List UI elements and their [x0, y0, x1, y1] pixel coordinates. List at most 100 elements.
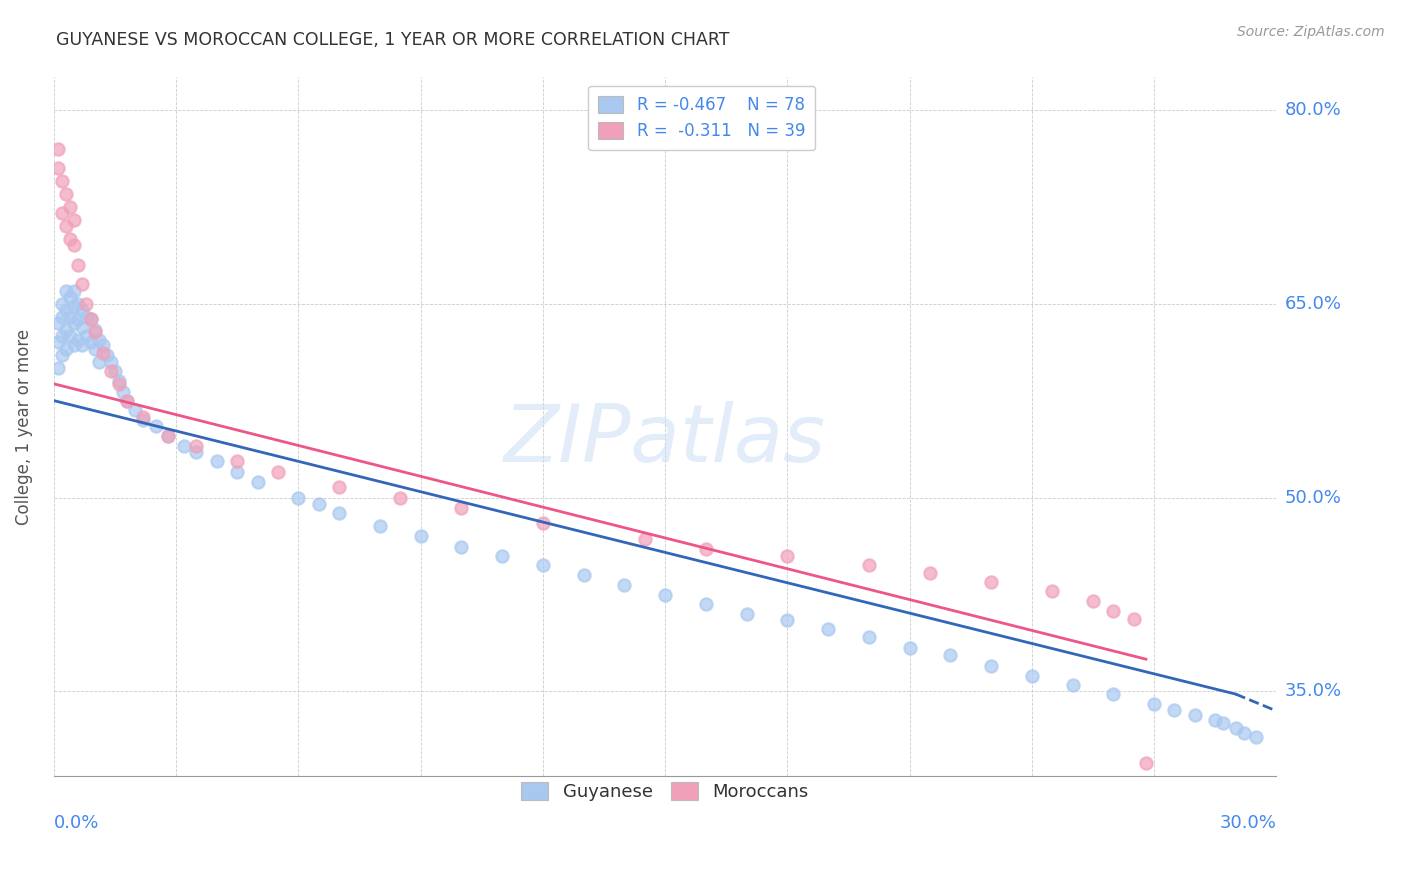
Point — [1102, 687, 1125, 701]
Point — [79, 335, 101, 350]
Point — [63, 316, 86, 330]
Point — [96, 348, 118, 362]
Point — [145, 419, 167, 434]
Point — [817, 623, 839, 637]
Point — [55, 284, 77, 298]
Point — [51, 348, 73, 362]
Point — [112, 384, 135, 399]
Point — [79, 312, 101, 326]
Point — [132, 410, 155, 425]
Point — [1135, 756, 1157, 770]
Point — [63, 299, 86, 313]
Point — [46, 161, 69, 175]
Point — [46, 361, 69, 376]
Point — [72, 277, 94, 292]
Point — [409, 529, 432, 543]
Point — [124, 402, 146, 417]
Point — [205, 454, 228, 468]
Point — [267, 465, 290, 479]
Point — [55, 303, 77, 318]
Point — [79, 312, 101, 326]
Point — [491, 549, 513, 563]
Point — [100, 364, 122, 378]
Point — [858, 558, 880, 572]
Text: 30.0%: 30.0% — [1219, 814, 1277, 832]
Point — [87, 333, 110, 347]
Point — [1244, 730, 1267, 744]
Point — [531, 558, 554, 572]
Point — [572, 568, 595, 582]
Point — [858, 630, 880, 644]
Text: 80.0%: 80.0% — [1285, 101, 1341, 119]
Point — [91, 346, 114, 360]
Point — [613, 578, 636, 592]
Point — [695, 597, 717, 611]
Point — [1163, 702, 1185, 716]
Point — [55, 186, 77, 201]
Point — [51, 206, 73, 220]
Point — [1122, 612, 1144, 626]
Point — [634, 532, 657, 546]
Point — [115, 393, 138, 408]
Point — [59, 232, 82, 246]
Point — [389, 491, 412, 505]
Point — [531, 516, 554, 531]
Point — [63, 338, 86, 352]
Point — [67, 333, 90, 347]
Point — [1062, 678, 1084, 692]
Point — [51, 174, 73, 188]
Point — [83, 342, 105, 356]
Point — [59, 200, 82, 214]
Point — [55, 322, 77, 336]
Point — [1212, 715, 1234, 730]
Point — [1040, 583, 1063, 598]
Point — [980, 574, 1002, 589]
Point — [173, 439, 195, 453]
Point — [59, 329, 82, 343]
Point — [156, 428, 179, 442]
Point — [287, 491, 309, 505]
Point — [368, 519, 391, 533]
Point — [776, 613, 799, 627]
Point — [63, 284, 86, 298]
Point — [87, 355, 110, 369]
Point — [46, 316, 69, 330]
Point — [46, 335, 69, 350]
Point — [1184, 707, 1206, 722]
Text: 65.0%: 65.0% — [1285, 294, 1341, 313]
Point — [108, 376, 131, 391]
Point — [939, 648, 962, 663]
Point — [226, 465, 249, 479]
Point — [735, 607, 758, 621]
Point — [75, 296, 97, 310]
Point — [1081, 594, 1104, 608]
Point — [450, 540, 472, 554]
Legend: Guyanese, Moroccans: Guyanese, Moroccans — [515, 774, 815, 808]
Point — [63, 212, 86, 227]
Point — [59, 310, 82, 324]
Point — [328, 480, 350, 494]
Point — [46, 142, 69, 156]
Point — [75, 329, 97, 343]
Point — [1143, 698, 1166, 712]
Point — [72, 320, 94, 334]
Point — [1021, 669, 1043, 683]
Point — [67, 296, 90, 310]
Point — [186, 439, 208, 453]
Point — [226, 454, 249, 468]
Point — [308, 497, 330, 511]
Text: 50.0%: 50.0% — [1285, 489, 1341, 507]
Point — [108, 374, 131, 388]
Point — [55, 219, 77, 233]
Text: ZIPatlas: ZIPatlas — [503, 401, 827, 479]
Point — [104, 364, 127, 378]
Point — [67, 312, 90, 326]
Point — [450, 500, 472, 515]
Point — [898, 640, 921, 655]
Point — [776, 549, 799, 563]
Text: GUYANESE VS MOROCCAN COLLEGE, 1 YEAR OR MORE CORRELATION CHART: GUYANESE VS MOROCCAN COLLEGE, 1 YEAR OR … — [56, 31, 730, 49]
Point — [328, 506, 350, 520]
Point — [186, 445, 208, 459]
Point — [1225, 721, 1247, 735]
Point — [63, 238, 86, 252]
